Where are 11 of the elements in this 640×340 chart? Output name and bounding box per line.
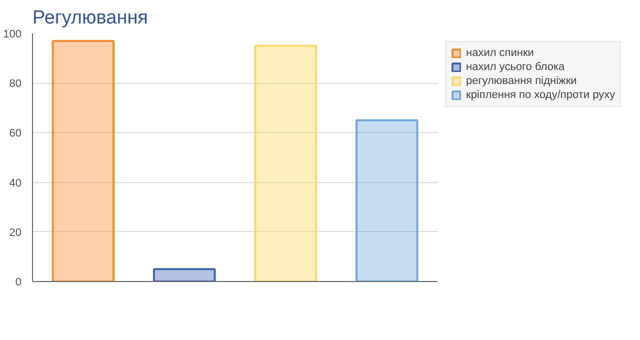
legend-label: нахил усього блока [466,61,565,73]
y-tick-label: 100 [3,28,22,40]
y-tick-label: 80 [9,78,22,90]
y-tick-label: 60 [9,128,22,140]
legend-label: нахил спинки [466,47,534,59]
legend-label: кріплення по ходу/проти руху [466,89,616,101]
y-tick-label: 0 [15,276,22,288]
y-tick-label: 40 [9,177,22,190]
y-tick-label: 20 [9,226,22,239]
legend-label: регулювання підніжки [466,75,577,87]
chart-title: Регулювання [32,8,148,28]
